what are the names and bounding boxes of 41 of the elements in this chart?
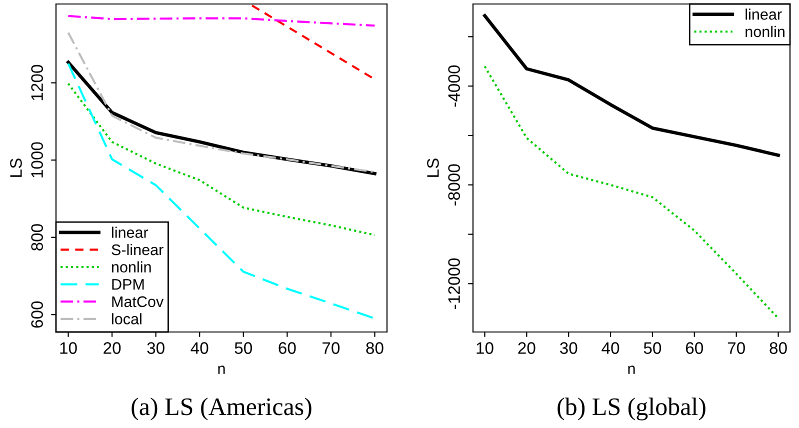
y-tick-label: 1000 (31, 142, 43, 178)
x-tick-label: 20 (104, 342, 121, 354)
x-tick-label: 40 (602, 342, 620, 354)
y-tick-label: -12000 (448, 258, 460, 309)
y-axis-title: LS (10, 158, 22, 177)
y-tick-label: 600 (31, 301, 43, 328)
x-tick-label: 80 (770, 342, 787, 354)
x-tick-label: 70 (728, 342, 745, 354)
legend-label: DPM (112, 279, 144, 290)
y-tick-label: 1200 (31, 64, 43, 100)
x-tick-label: 60 (686, 342, 704, 354)
line-series (67, 32, 376, 174)
x-axis-title: n (218, 366, 225, 374)
x-tick-label: 70 (322, 342, 340, 354)
y-tick-label: 800 (31, 224, 43, 251)
legend-label: S-linear (112, 244, 164, 256)
legend-label: linear (746, 8, 782, 20)
y-tick-label: -4000 (448, 65, 460, 107)
x-axis-title: n (628, 366, 635, 374)
x-tick-label: 30 (560, 342, 578, 354)
x-tick-label: 80 (366, 342, 384, 354)
x-tick-label: 60 (278, 342, 296, 354)
legend-label: nonlin (112, 261, 151, 273)
x-tick-label: 10 (476, 342, 494, 354)
legend-label: linear (112, 226, 148, 238)
x-tick-label: 50 (644, 342, 662, 354)
line-series (67, 82, 376, 236)
x-tick-label: 20 (518, 342, 536, 354)
legend-label: nonlin (746, 26, 784, 38)
legend-label: MatCov (112, 296, 164, 308)
text: (a) LS (Americas) (132, 398, 312, 420)
x-tick-label: 10 (60, 342, 77, 354)
text: (b) LS (global) (558, 398, 706, 420)
x-tick-label: 50 (234, 342, 252, 354)
y-axis-title: LS (427, 158, 439, 177)
y-tick-label: -8000 (448, 164, 460, 206)
line-series (484, 65, 780, 320)
x-tick-label: 40 (190, 342, 208, 354)
x-tick-label: 30 (147, 342, 164, 354)
legend-label: local (112, 313, 142, 324)
line-series (67, 14, 376, 27)
